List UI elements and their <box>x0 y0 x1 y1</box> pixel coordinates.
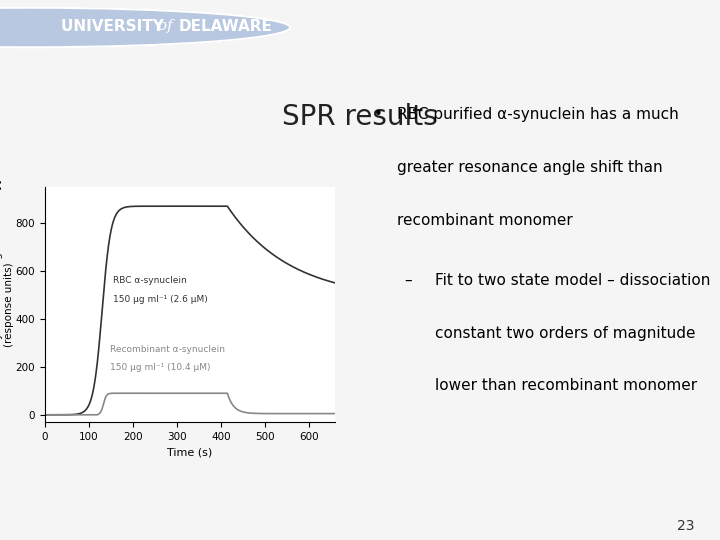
Text: lower than recombinant monomer: lower than recombinant monomer <box>435 379 697 394</box>
Text: SPR results: SPR results <box>282 103 438 131</box>
Text: Recombinant α-synuclein: Recombinant α-synuclein <box>110 345 225 354</box>
Text: constant two orders of magnitude: constant two orders of magnitude <box>435 326 695 341</box>
Text: of: of <box>158 19 178 33</box>
Text: RBC α-synuclein: RBC α-synuclein <box>113 276 187 285</box>
Text: DELAWARE: DELAWARE <box>179 19 272 34</box>
Y-axis label: α-Synuclein binding
(response units): α-Synuclein binding (response units) <box>0 253 14 356</box>
X-axis label: Time (s): Time (s) <box>167 447 212 457</box>
Text: •: • <box>374 107 382 122</box>
Text: 150 μg ml⁻¹ (2.6 μM): 150 μg ml⁻¹ (2.6 μM) <box>113 295 208 304</box>
Text: greater resonance angle shift than: greater resonance angle shift than <box>397 160 663 175</box>
Text: RBC purified α-synuclein has a much: RBC purified α-synuclein has a much <box>397 107 679 122</box>
Text: Fit to two state model – dissociation: Fit to two state model – dissociation <box>435 273 710 288</box>
Text: c: c <box>0 178 2 193</box>
Text: –: – <box>404 273 412 288</box>
Text: 150 μg ml⁻¹ (10.4 μM): 150 μg ml⁻¹ (10.4 μM) <box>110 363 210 372</box>
Text: 23: 23 <box>678 519 695 534</box>
Text: UNIVERSITY: UNIVERSITY <box>61 19 169 34</box>
Circle shape <box>0 8 290 48</box>
Text: recombinant monomer: recombinant monomer <box>397 213 573 228</box>
